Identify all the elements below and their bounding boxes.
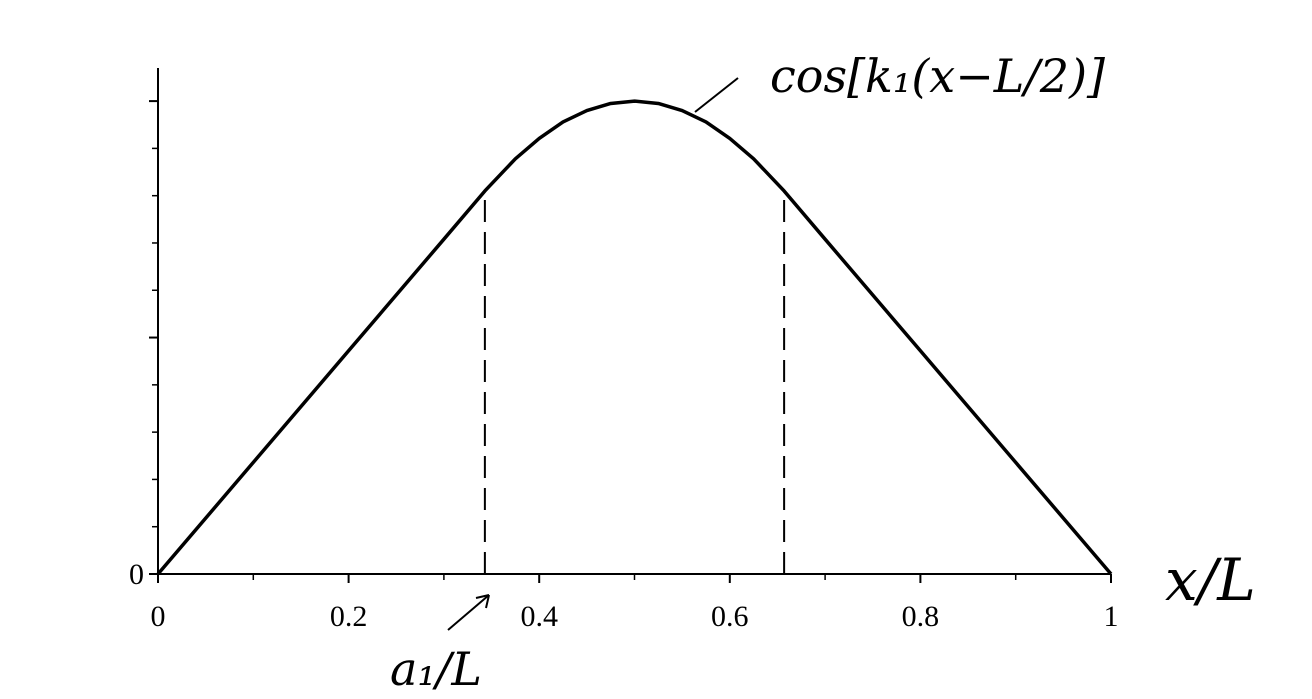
- curve-annotation: cos[k₁(x−L/2)]: [770, 49, 1105, 103]
- x-tick-label: 1: [1104, 600, 1119, 633]
- x-tick-label: 0.4: [520, 600, 558, 633]
- x-axis-label: x/L: [1165, 546, 1256, 614]
- x-tick-label: 0.2: [330, 600, 368, 633]
- curve: [156, 99, 1113, 576]
- x-tick-label: 0: [151, 600, 166, 633]
- y-tick-label: 0: [129, 558, 144, 591]
- x-tick-label: 0.6: [711, 600, 749, 633]
- arrow-shaft: [447, 594, 490, 631]
- leader-line: [694, 77, 739, 113]
- a1-annotation: a₁/L: [390, 642, 482, 696]
- x-tick-label: 0.8: [902, 600, 940, 633]
- arrow-head: [475, 594, 490, 609]
